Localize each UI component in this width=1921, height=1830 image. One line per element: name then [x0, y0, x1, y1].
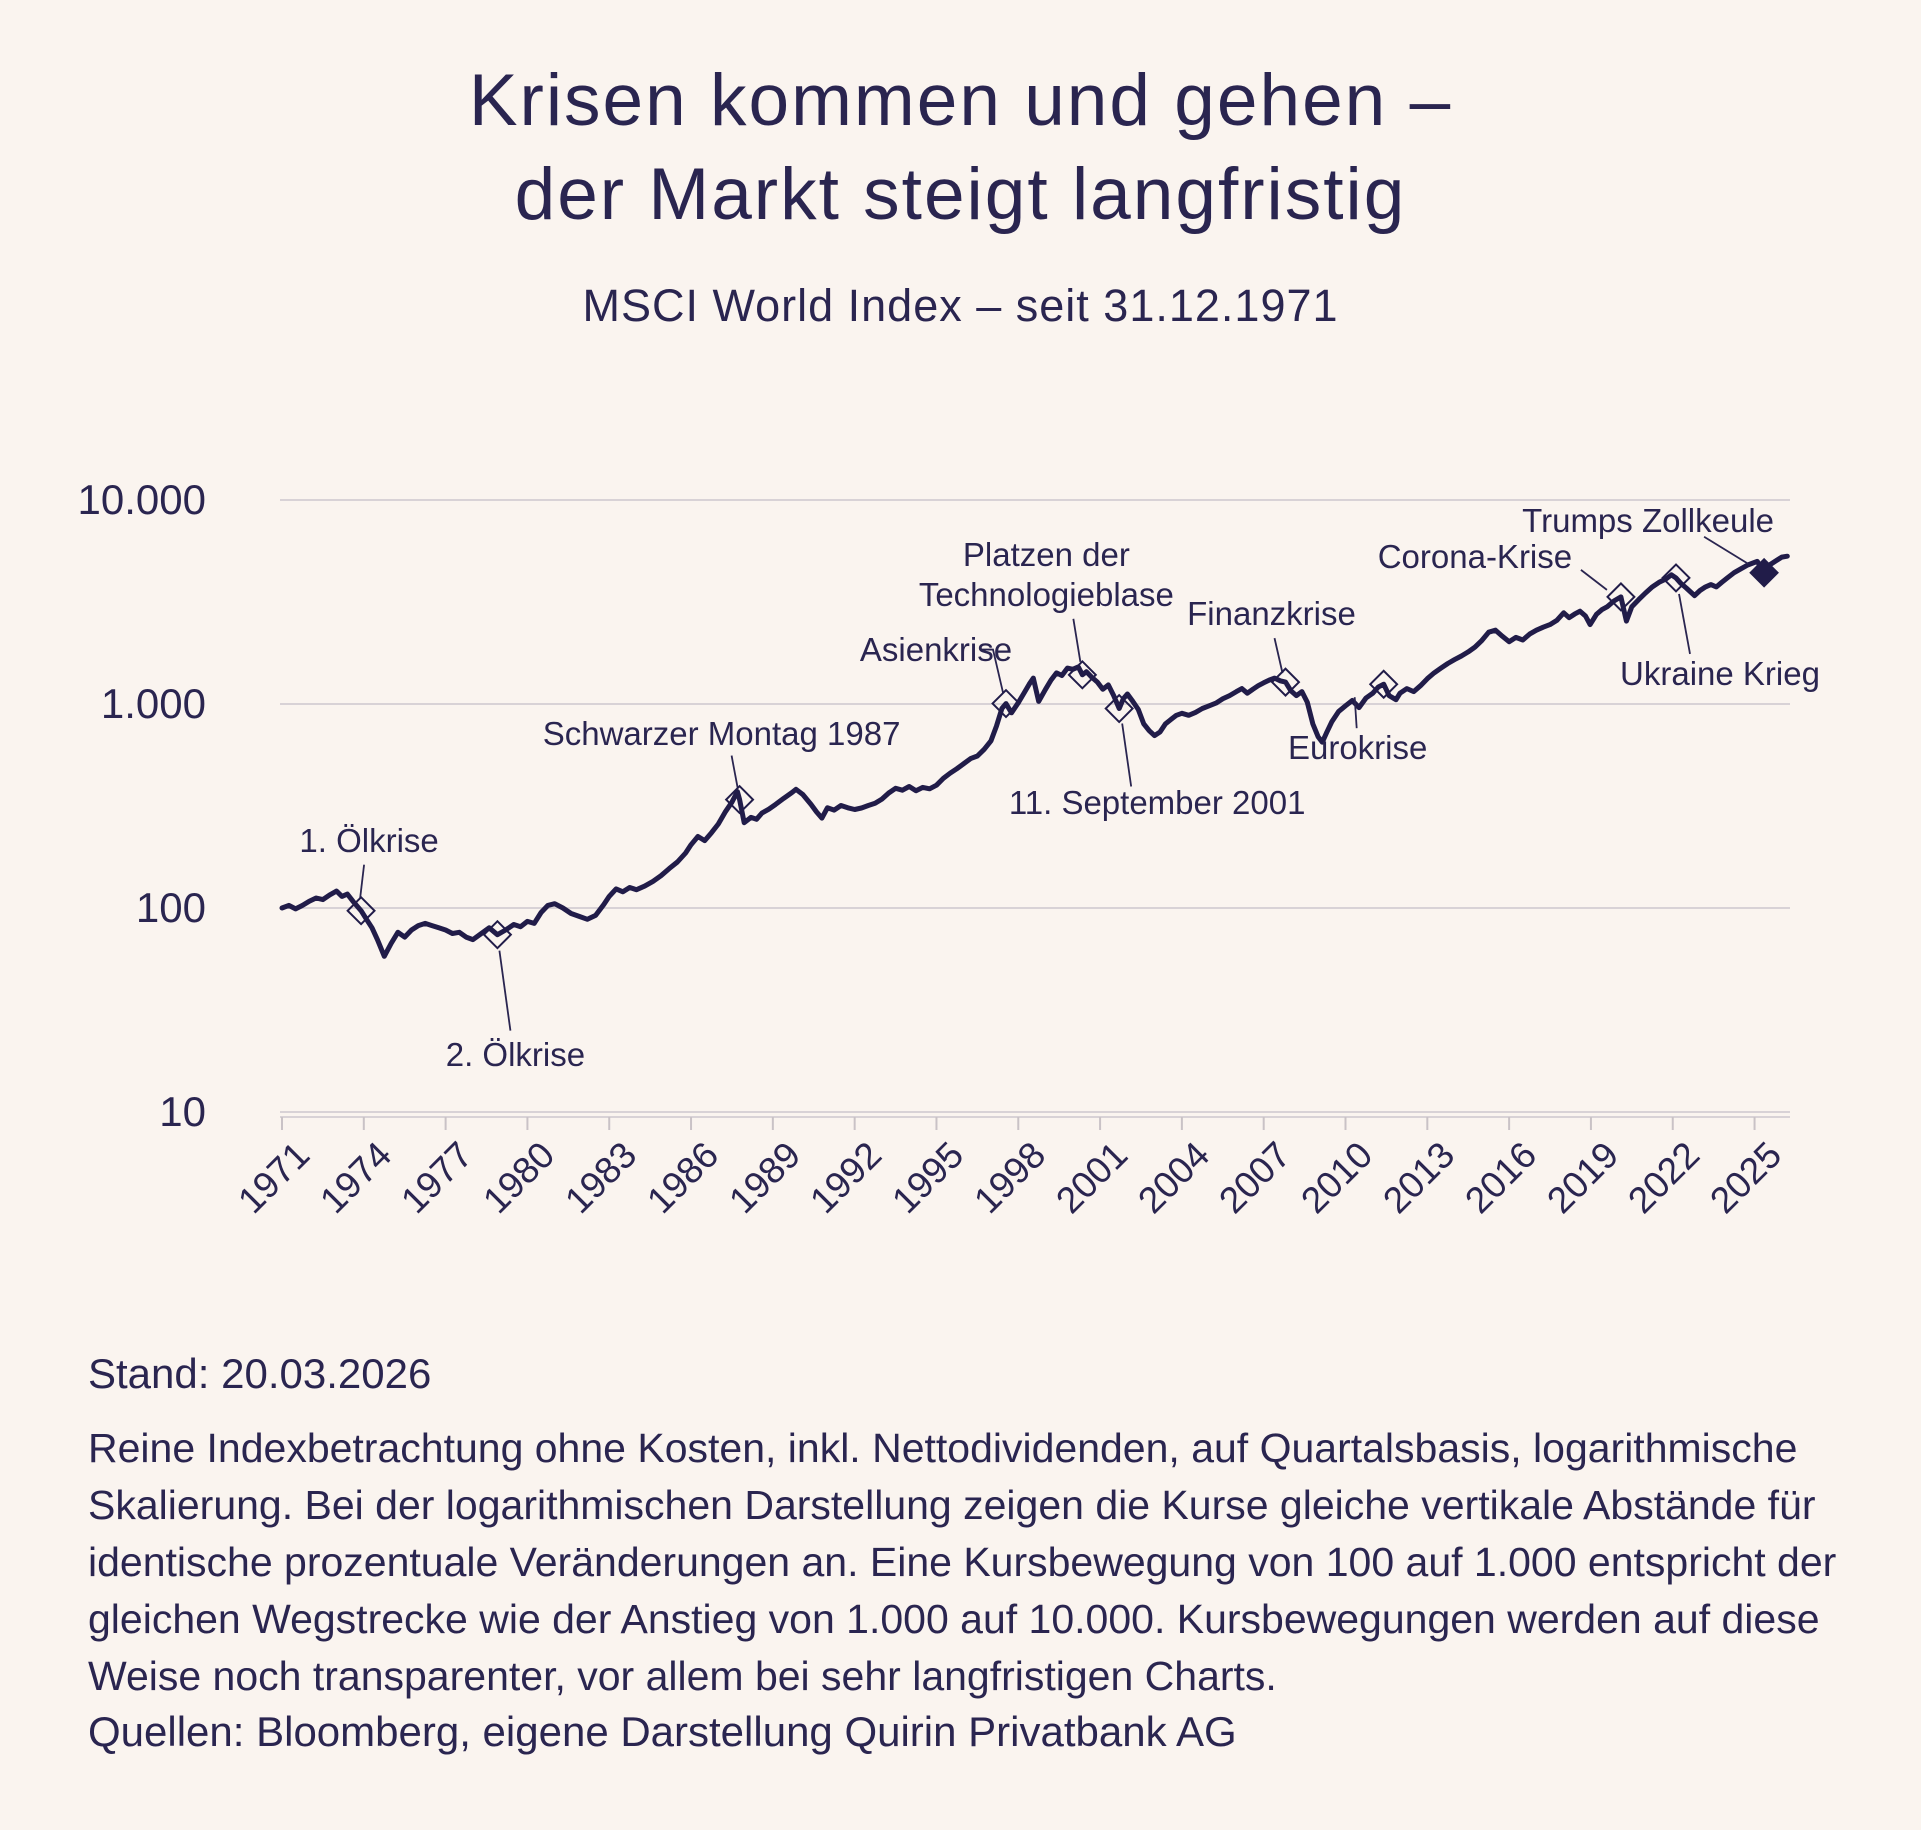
crisis-marker-diamond [724, 784, 755, 815]
annotation-pointer [1121, 723, 1133, 787]
crisis-marker-diamond [1749, 557, 1779, 588]
annotation-pointer [1703, 535, 1749, 565]
as-of-date: Stand: 20.03.2026 [88, 1350, 432, 1397]
annotation-pointer [359, 864, 365, 899]
crisis-marker-diamond [1270, 667, 1301, 697]
page-subtitle: MSCI World Index – seit 31.12.1971 [582, 280, 1339, 331]
crisis-marker-diamond [346, 895, 376, 926]
sources-line: Quellen: Bloomberg, eigene Darstellung Q… [88, 1708, 1237, 1755]
annotation-pointer [1072, 618, 1082, 662]
crisis-marker-diamond [1368, 669, 1399, 700]
index-line [279, 553, 1790, 959]
crisis-marker-diamond [1104, 693, 1135, 724]
annotation-pointer [730, 755, 739, 788]
annotation-pointer [498, 950, 512, 1031]
crisis-marker-diamond [991, 688, 1021, 719]
annotation-pointer [1273, 637, 1284, 674]
page-title: Krisen kommen und gehen – der Markt stei… [468, 60, 1453, 235]
disclaimer-text: Reine Indexbetrachtung ohne Kosten, inkl… [88, 1425, 1837, 1699]
crisis-marker-diamond [482, 919, 513, 950]
crisis-marker-diamond [1067, 659, 1098, 690]
annotation-pointer [980, 648, 1004, 693]
crisis-marker-diamond [1606, 582, 1636, 612]
crisis-marker-diamond [1661, 563, 1691, 593]
annotation-pointer [1353, 697, 1358, 729]
annotation-pointer [1678, 593, 1691, 655]
annotation-pointer [1580, 569, 1608, 591]
